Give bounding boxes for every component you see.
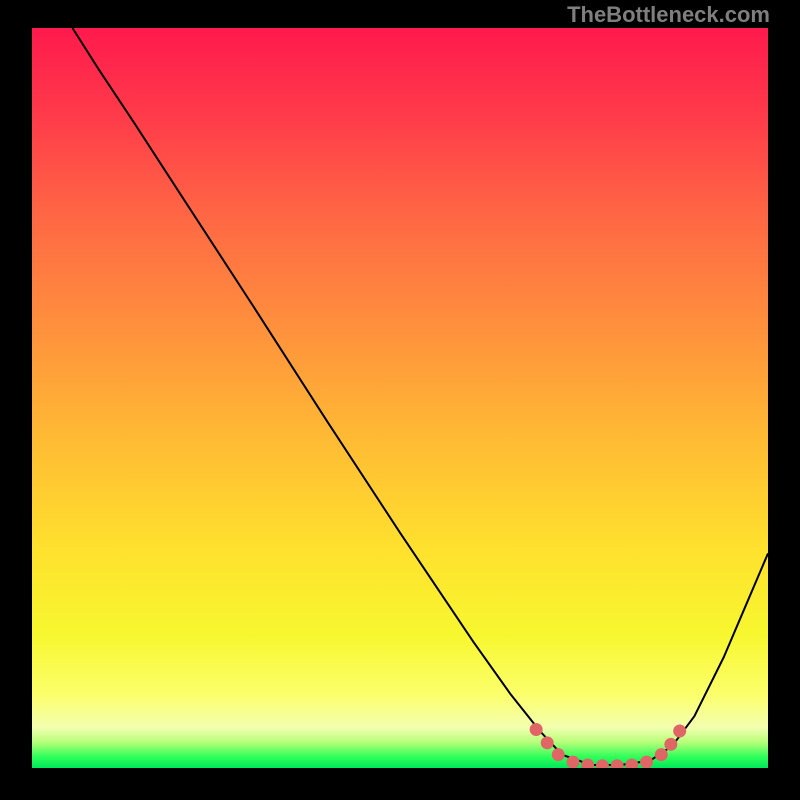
highlight-marker [673,725,686,738]
highlight-marker [655,748,668,761]
highlight-marker [566,756,579,768]
highlight-marker [541,736,554,749]
watermark-text: TheBottleneck.com [567,2,770,28]
highlight-marker [530,723,543,736]
plot-area [32,28,768,768]
highlight-marker [640,756,653,768]
plot-svg [32,28,768,768]
gradient-background [32,28,768,768]
highlight-marker [664,738,677,751]
highlight-marker [552,748,565,761]
stage: TheBottleneck.com [0,0,800,800]
